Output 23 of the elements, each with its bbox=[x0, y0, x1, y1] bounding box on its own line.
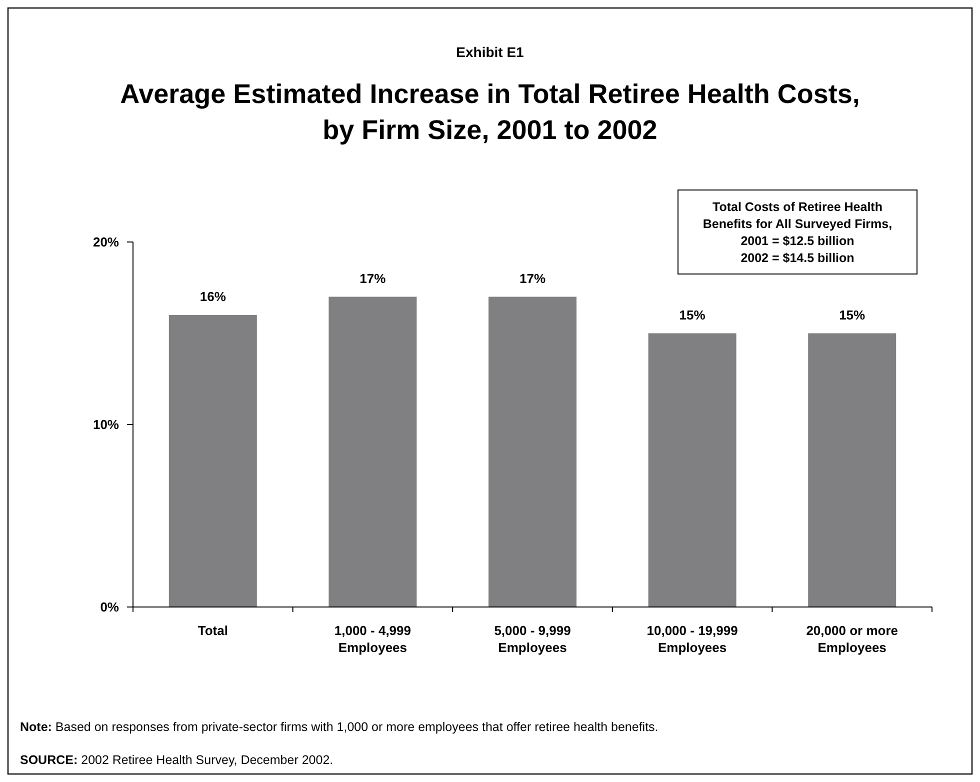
y-tick-label: 0% bbox=[100, 600, 120, 615]
source-note: SOURCE: 2002 Retiree Health Survey, December 2002. bbox=[20, 753, 334, 767]
y-tick-label: 20% bbox=[92, 234, 120, 250]
x-tick-label: 20,000 or more Employees bbox=[806, 623, 898, 655]
chart-title: Average Estimated Increase in Total Retiree Health Costs, by Firm Size, 2001 to 2002 bbox=[120, 79, 860, 145]
y-tick-label: 10% bbox=[92, 417, 120, 432]
bar bbox=[488, 296, 576, 607]
bar bbox=[168, 315, 257, 607]
data-label: 15% bbox=[839, 307, 866, 322]
data-label: 17% bbox=[360, 270, 386, 286]
x-tick-label: Total bbox=[198, 623, 228, 638]
data-label: 16% bbox=[200, 289, 226, 304]
x-tick-label: 1,000 - 4,999 Employees bbox=[334, 623, 412, 655]
text: Note: Based on responses from private-sector firms with 1,000 or more employees that offer retiree health benefits. bbox=[20, 720, 658, 734]
x-tick-label: 10,000 - 19,999 Employees bbox=[646, 623, 738, 655]
chart-subtitle: Exhibit E1 bbox=[456, 44, 524, 60]
data-label: 15% bbox=[679, 307, 706, 322]
annotation: Total Costs of Retiree Health Benefits for All Surveyed Firms, 2001 = $12.5 billion 2002 = $14.5 billion bbox=[702, 200, 892, 265]
bar bbox=[648, 333, 736, 607]
bar bbox=[328, 296, 417, 607]
bar bbox=[808, 333, 896, 607]
data-label: 17% bbox=[519, 270, 546, 286]
x-tick-label: 5,000 - 9,999 Employees bbox=[494, 623, 571, 655]
